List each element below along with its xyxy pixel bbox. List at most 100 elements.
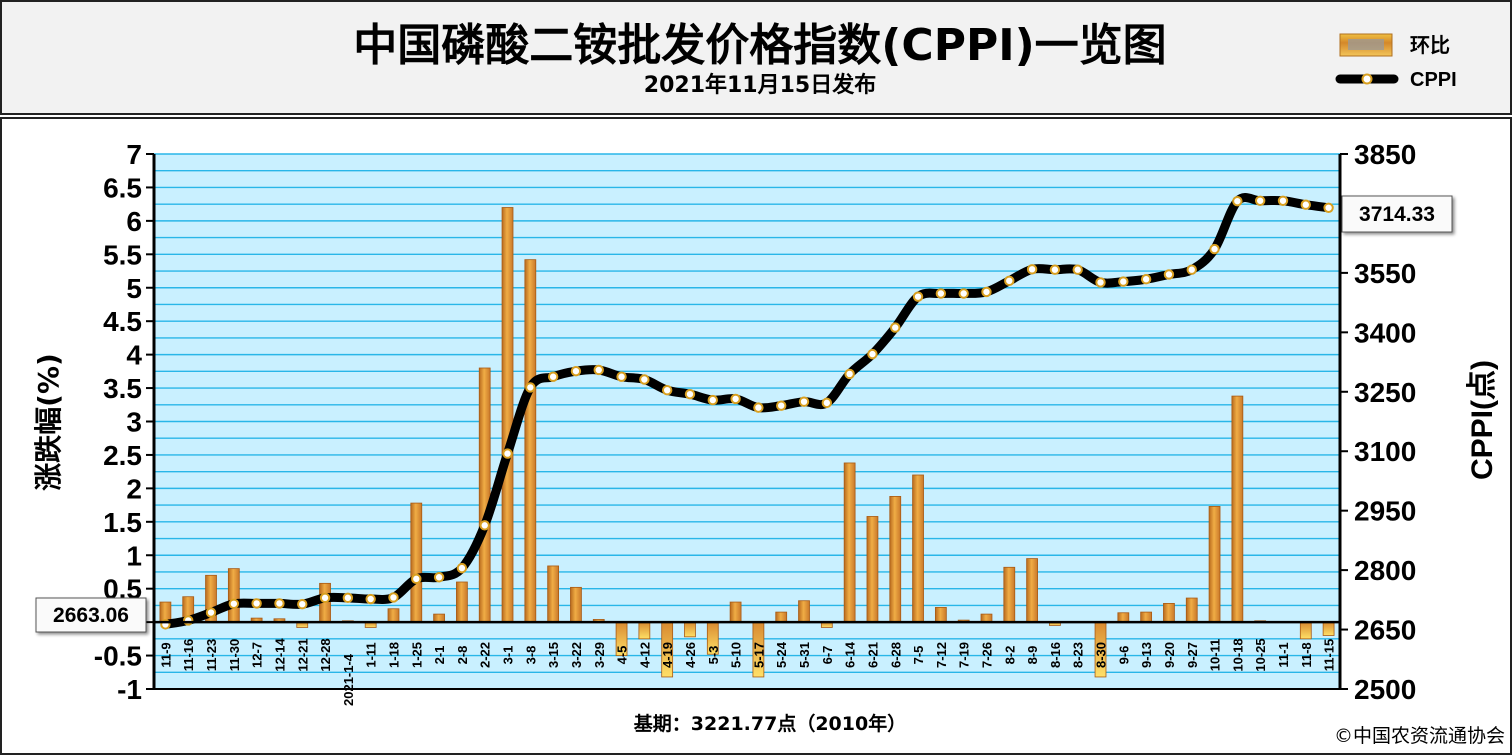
x-tick-label: 11-15 <box>1322 639 1337 672</box>
cppi-point-8-30 <box>1095 277 1106 288</box>
right-tick-label: 3250 <box>1354 377 1416 408</box>
cppi-point-4-5 <box>616 371 627 382</box>
cppi-point-3-29 <box>593 364 604 376</box>
bar-9-20 <box>1163 603 1175 623</box>
cppi-point-1-11 <box>365 593 376 605</box>
x-tick-label: 7-19 <box>957 642 972 668</box>
x-tick-label: 11-8 <box>1299 642 1314 667</box>
x-tick-label: 3-1 <box>501 646 516 665</box>
right-tick-label: 3550 <box>1354 258 1416 289</box>
cppi-point-9-20 <box>1163 269 1175 280</box>
bar-2-22 <box>478 367 491 623</box>
x-tick-label: 8-2 <box>1002 646 1017 665</box>
bar-6-28 <box>889 495 902 623</box>
left-tick-label: 3 <box>126 407 142 438</box>
x-tick-label: 7-12 <box>934 642 949 668</box>
cppi-point-11-15 <box>1323 202 1334 213</box>
bar-6-21 <box>866 516 879 623</box>
cppi-point-11-23 <box>205 607 217 618</box>
cppi-point-9-27 <box>1186 264 1197 275</box>
x-tick-label: 9-6 <box>1116 646 1131 665</box>
right-tick-label: 2800 <box>1354 555 1416 586</box>
left-axis-title: 涨跌幅(%) <box>32 353 65 491</box>
x-tick-label: 6-28 <box>888 642 903 668</box>
bar-4-26 <box>684 621 696 638</box>
right-tick-label: 3400 <box>1354 317 1416 348</box>
left-tick-label: 2.5 <box>103 440 142 471</box>
cppi-point-10-25 <box>1254 195 1266 206</box>
cppi-point-11-8 <box>1300 199 1311 210</box>
right-tick-label: 2500 <box>1354 674 1416 705</box>
cppi-point-10-11 <box>1209 243 1220 255</box>
x-tick-label: 10-11 <box>1208 639 1223 672</box>
bar-6-14 <box>843 462 856 623</box>
left-tick-label: 2 <box>126 473 142 504</box>
right-tick-label: 2650 <box>1354 615 1416 646</box>
bar-9-13 <box>1140 611 1153 623</box>
cppi-point-1-18 <box>388 592 399 603</box>
cppi-line-path <box>160 193 1334 629</box>
x-tick-label: 12-14 <box>272 638 287 672</box>
cppi-point-3-15 <box>547 371 559 382</box>
cppi-point-9-6 <box>1118 276 1129 287</box>
left-tick-label: 5.5 <box>103 239 142 270</box>
cppi-point-7-5 <box>912 291 924 302</box>
x-tick-label: 11-9 <box>158 642 173 667</box>
left-tick-label: -0.5 <box>94 641 142 672</box>
x-tick-label: 9-20 <box>1162 642 1177 668</box>
x-tick-label: 2021-1-4 <box>341 653 356 706</box>
x-tick-label: 4-19 <box>660 642 675 668</box>
bar-1-18 <box>387 608 400 623</box>
x-tick-label: 4-26 <box>683 642 698 668</box>
cppi-point-6-7 <box>821 397 833 409</box>
start-value-text: 2663.06 <box>53 604 129 627</box>
cppi-point-6-28 <box>890 322 901 333</box>
bar-5-24 <box>775 611 788 623</box>
cppi-point-4-12 <box>639 374 650 385</box>
x-tick-label: 11-23 <box>204 639 219 672</box>
bar-7-12 <box>934 607 947 623</box>
cppi-point-5-3 <box>707 394 718 406</box>
legend-bar-label: 环比 <box>1410 33 1450 57</box>
left-tick-label: 5 <box>126 273 142 304</box>
cppi-point-11-30 <box>228 598 240 609</box>
x-tick-label: 1-11 <box>364 642 379 667</box>
left-tick-label: -1 <box>117 674 142 705</box>
x-tick-label: 10-18 <box>1230 638 1245 671</box>
x-tick-label: 12-21 <box>295 638 310 671</box>
x-tick-label: 1-25 <box>409 642 424 668</box>
left-tick-label: 1 <box>126 540 142 571</box>
x-tick-label: 10-25 <box>1253 638 1268 671</box>
bar-10-18 <box>1231 395 1244 623</box>
x-tick-label: 6-7 <box>820 646 835 665</box>
left-tick-label: 6 <box>126 206 142 237</box>
x-tick-label: 6-21 <box>865 642 880 668</box>
header-panel <box>0 0 1512 115</box>
x-tick-label: 1-18 <box>386 642 401 668</box>
bar-3-8 <box>524 259 537 623</box>
cppi-point-1-4 <box>342 592 354 604</box>
bar-7-5 <box>912 474 924 623</box>
x-tick-label: 8-30 <box>1094 642 1109 668</box>
cppi-point-3-1 <box>502 448 513 459</box>
end-value-callout <box>1341 195 1453 233</box>
left-tick-label: 7 <box>126 139 142 170</box>
bar-8-2 <box>1003 566 1016 623</box>
right-tick-label: 2950 <box>1354 496 1416 527</box>
cppi-point-8-2 <box>1004 275 1015 287</box>
cppi-point-5-17 <box>753 402 764 413</box>
left-tick-label: 4 <box>126 340 142 371</box>
bar-3-15 <box>547 565 560 623</box>
bar-11-9 <box>159 601 172 623</box>
bar-4-12 <box>638 621 651 640</box>
bar-2-8 <box>456 581 468 623</box>
legend-line-label: CPPI <box>1410 69 1457 91</box>
x-tick-label: 7-5 <box>911 646 926 665</box>
x-tick-label: 3-22 <box>569 642 584 668</box>
x-tick-label: 4-5 <box>615 646 630 665</box>
x-tick-label: 8-23 <box>1071 642 1086 668</box>
right-axis-title: CPPI(点) <box>1466 360 1499 480</box>
cppi-point-7-19 <box>958 288 969 299</box>
cppi-point-7-26 <box>981 286 992 298</box>
